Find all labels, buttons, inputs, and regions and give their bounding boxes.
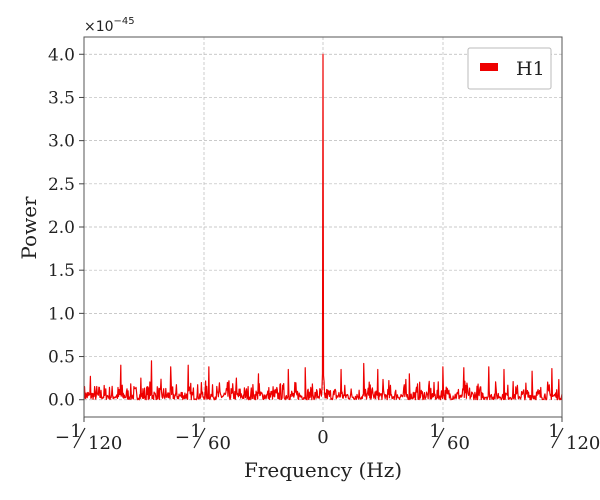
x-tick-label: −1 60	[175, 421, 231, 454]
series-h1	[83, 53, 563, 401]
legend-label-h1: H1	[516, 58, 545, 80]
x-tick-numerator: 1	[70, 421, 81, 442]
y-offset-label: ×10−45	[84, 16, 135, 35]
x-tick-label: 0	[317, 427, 328, 448]
y-tick-label: 1.0	[48, 304, 75, 324]
y-tick-label: 2.5	[48, 175, 75, 195]
x-tick-sign: −	[55, 427, 70, 448]
y-tick-label: 3.0	[48, 132, 75, 152]
y-tick-label: 2.0	[48, 218, 75, 238]
x-tick-sign: −	[175, 427, 190, 448]
x-tick-denominator: 120	[566, 433, 600, 454]
y-tick-label: 0.0	[48, 391, 75, 411]
x-tick-numerator: 1	[429, 421, 440, 442]
x-tick-value: 0	[317, 427, 328, 448]
series-h1-line	[83, 53, 563, 401]
x-tick-label: 1 60	[429, 421, 470, 454]
x-tick-label: 1 120	[548, 421, 600, 454]
y-axis-ticks: 0.0 0.5 1.0 1.5 2.0 2.5 3.0 3.5 4.0	[48, 45, 84, 411]
x-tick-numerator: 1	[190, 421, 201, 442]
x-tick-fraction-slash	[432, 427, 445, 449]
x-tick-fraction-slash	[193, 427, 206, 449]
y-tick-label: 1.5	[48, 261, 75, 281]
x-tick-fraction-slash	[551, 427, 564, 449]
y-offset-base: ×10	[84, 19, 114, 35]
y-tick-label: 4.0	[48, 45, 75, 65]
x-tick-denominator: 60	[447, 433, 470, 454]
x-tick-label: −1 120	[55, 421, 122, 454]
y-axis-label: Power	[17, 196, 41, 260]
legend-swatch-h1	[480, 63, 498, 71]
y-tick-label: 0.5	[48, 348, 75, 368]
x-axis-label: Frequency (Hz)	[244, 458, 402, 482]
x-tick-denominator: 120	[88, 433, 122, 454]
x-tick-denominator: 60	[208, 433, 231, 454]
y-tick-label: 3.5	[48, 88, 75, 108]
x-tick-fraction-slash	[73, 427, 86, 449]
x-tick-numerator: 1	[548, 421, 559, 442]
legend-box	[467, 47, 552, 90]
y-offset-exponent: −45	[114, 16, 135, 27]
legend: H1	[467, 47, 552, 90]
